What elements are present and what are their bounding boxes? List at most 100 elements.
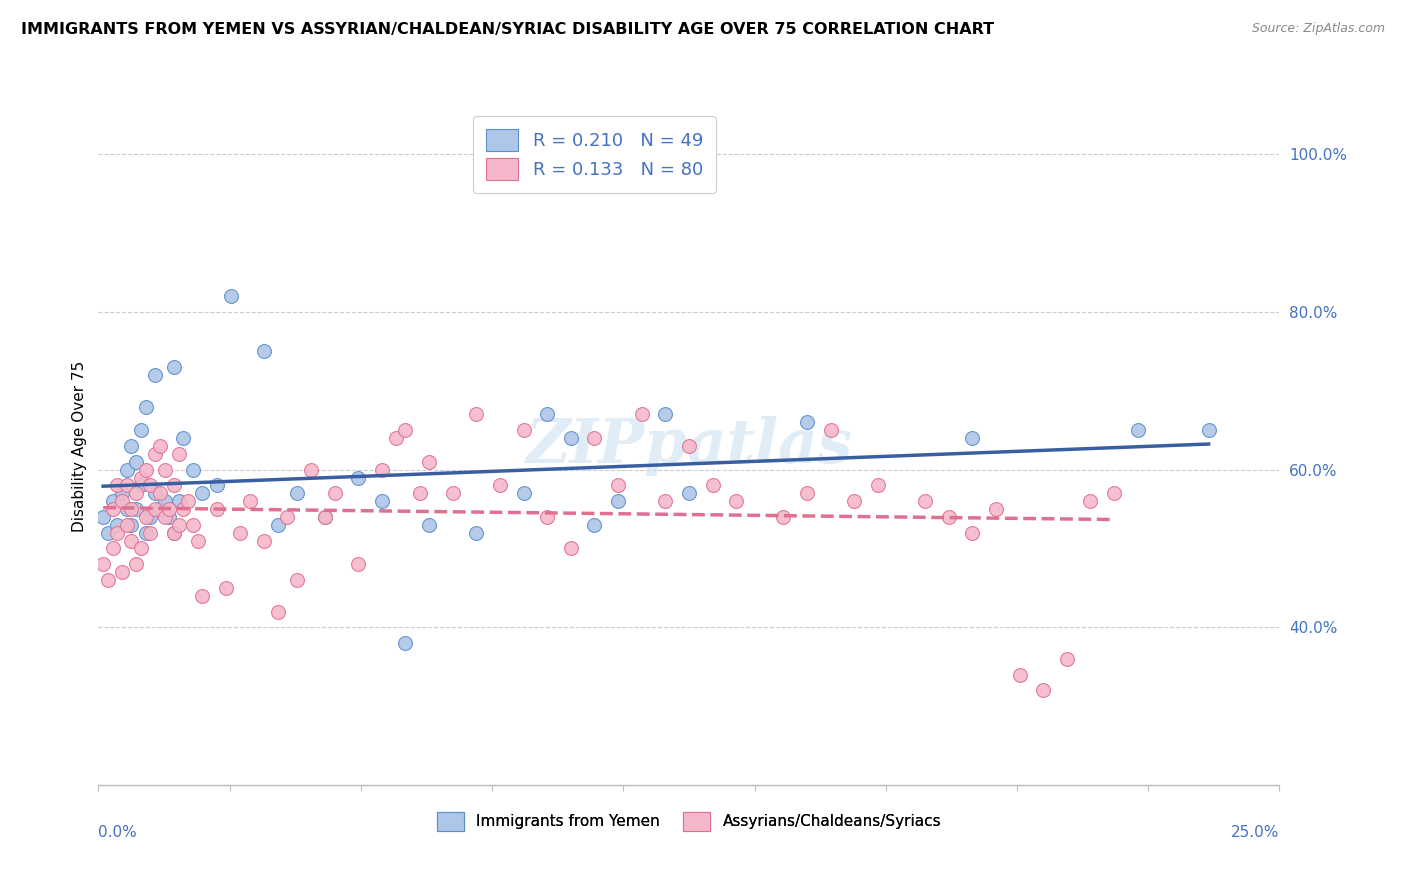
Point	[115, 502, 138, 516]
Point	[285, 486, 308, 500]
Point	[1198, 423, 1220, 437]
Text: 0.0%: 0.0%	[98, 825, 138, 840]
Point	[512, 486, 534, 500]
Point	[1032, 683, 1054, 698]
Point	[149, 439, 172, 453]
Point	[191, 486, 214, 500]
Point	[678, 486, 700, 500]
Point	[678, 439, 700, 453]
Point	[702, 478, 724, 492]
Point	[285, 573, 308, 587]
Point	[121, 533, 143, 548]
Point	[347, 470, 370, 484]
Point	[796, 486, 818, 500]
Point	[512, 423, 534, 437]
Point	[371, 494, 394, 508]
Point	[143, 368, 166, 382]
Point	[276, 510, 298, 524]
Point	[129, 423, 152, 437]
Point	[418, 517, 440, 532]
Point	[135, 525, 157, 540]
Point	[371, 463, 394, 477]
Point	[153, 494, 176, 508]
Point	[129, 541, 152, 556]
Point	[91, 510, 114, 524]
Text: IMMIGRANTS FROM YEMEN VS ASSYRIAN/CHALDEAN/SYRIAC DISABILITY AGE OVER 75 CORRELA: IMMIGRANTS FROM YEMEN VS ASSYRIAN/CHALDE…	[21, 22, 994, 37]
Text: Source: ZipAtlas.com: Source: ZipAtlas.com	[1251, 22, 1385, 36]
Point	[215, 581, 238, 595]
Point	[962, 525, 984, 540]
Point	[177, 494, 200, 508]
Point	[111, 486, 134, 500]
Point	[115, 478, 138, 492]
Point	[205, 502, 228, 516]
Point	[135, 510, 157, 524]
Point	[181, 517, 204, 532]
Point	[157, 502, 180, 516]
Point	[101, 494, 124, 508]
Point	[796, 415, 818, 429]
Point	[139, 525, 162, 540]
Point	[394, 636, 416, 650]
Point	[219, 289, 242, 303]
Point	[91, 558, 114, 572]
Point	[149, 486, 172, 500]
Point	[267, 605, 290, 619]
Point	[167, 494, 190, 508]
Point	[105, 478, 128, 492]
Point	[1080, 494, 1102, 508]
Point	[938, 510, 960, 524]
Point	[1126, 423, 1149, 437]
Point	[820, 423, 842, 437]
Point	[489, 478, 512, 492]
Point	[172, 502, 194, 516]
Point	[143, 486, 166, 500]
Point	[125, 486, 148, 500]
Point	[111, 565, 134, 579]
Point	[299, 463, 322, 477]
Point	[125, 502, 148, 516]
Point	[172, 431, 194, 445]
Point	[153, 510, 176, 524]
Point	[121, 517, 143, 532]
Point	[163, 360, 186, 375]
Point	[129, 478, 152, 492]
Point	[181, 463, 204, 477]
Y-axis label: Disability Age Over 75: Disability Age Over 75	[72, 360, 87, 532]
Point	[143, 502, 166, 516]
Point	[314, 510, 336, 524]
Point	[239, 494, 262, 508]
Point	[408, 486, 430, 500]
Point	[866, 478, 889, 492]
Point	[385, 431, 408, 445]
Point	[121, 439, 143, 453]
Point	[583, 431, 606, 445]
Point	[323, 486, 346, 500]
Point	[97, 573, 120, 587]
Point	[125, 455, 148, 469]
Point	[465, 408, 488, 422]
Point	[253, 533, 276, 548]
Text: 25.0%: 25.0%	[1232, 825, 1279, 840]
Point	[139, 510, 162, 524]
Point	[607, 494, 630, 508]
Point	[347, 558, 370, 572]
Point	[139, 478, 162, 492]
Point	[984, 502, 1007, 516]
Point	[1056, 652, 1078, 666]
Point	[314, 510, 336, 524]
Point	[914, 494, 936, 508]
Point	[560, 431, 582, 445]
Point	[149, 502, 172, 516]
Point	[135, 463, 157, 477]
Point	[187, 533, 209, 548]
Point	[1102, 486, 1125, 500]
Point	[105, 517, 128, 532]
Point	[772, 510, 794, 524]
Point	[205, 478, 228, 492]
Point	[105, 525, 128, 540]
Legend: Immigrants from Yemen, Assyrians/Chaldeans/Syriacs: Immigrants from Yemen, Assyrians/Chaldea…	[429, 805, 949, 838]
Point	[167, 447, 190, 461]
Point	[253, 344, 276, 359]
Point	[121, 502, 143, 516]
